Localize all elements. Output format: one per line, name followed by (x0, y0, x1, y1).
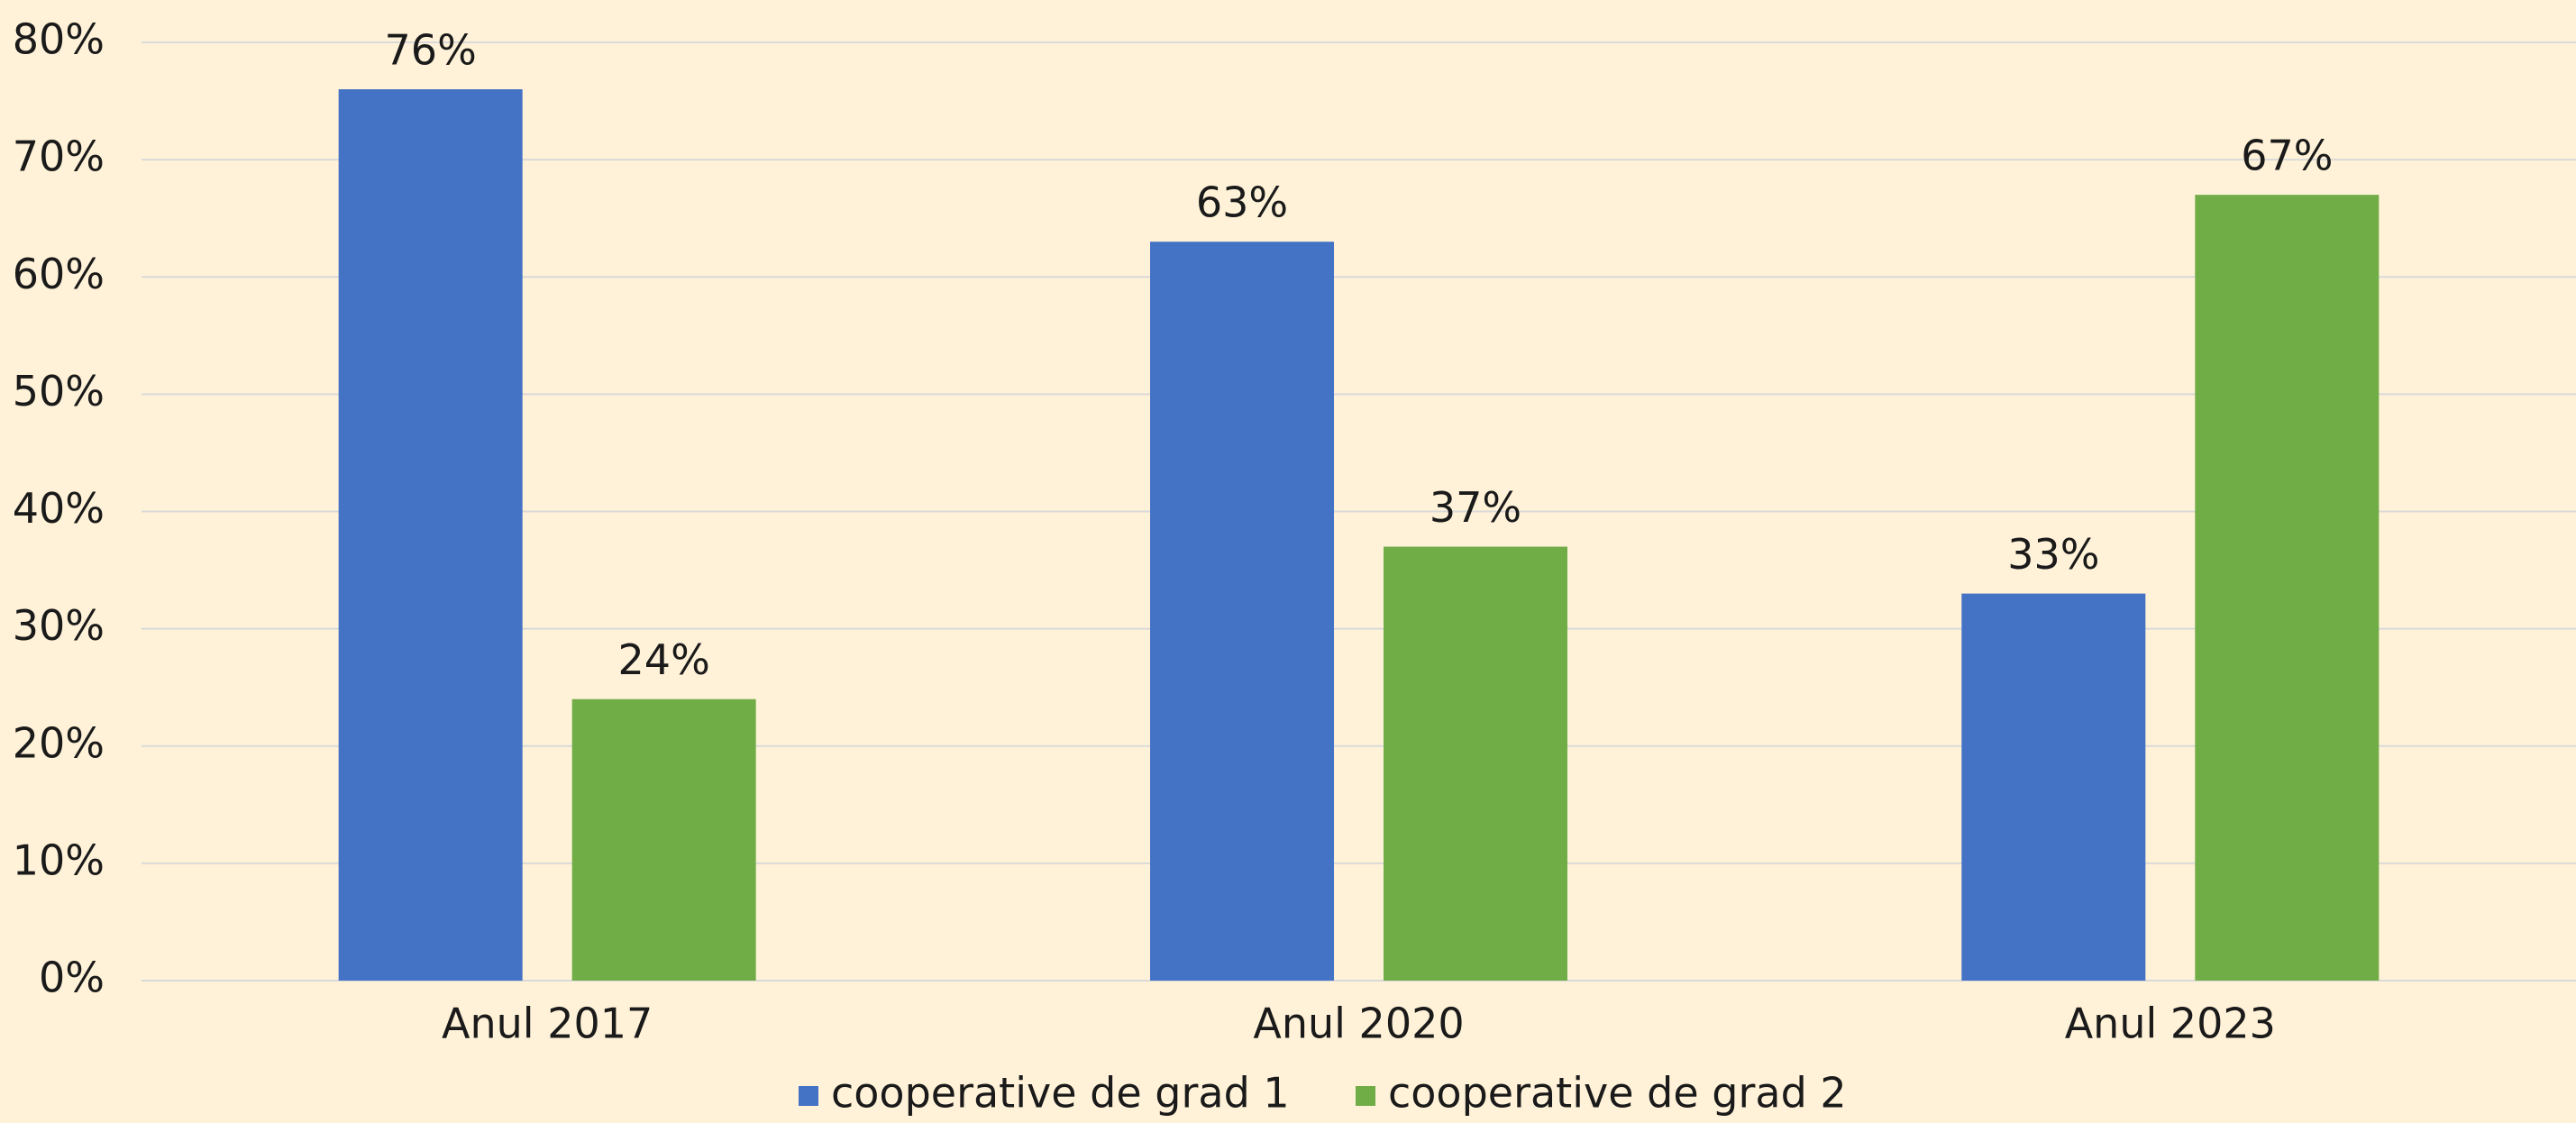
legend-swatch (799, 1086, 818, 1106)
data-label: 63% (1196, 178, 1288, 227)
y-tick-label: 10% (13, 835, 105, 884)
y-tick-label: 20% (13, 718, 105, 767)
data-label: 24% (618, 635, 710, 684)
data-label: 67% (2241, 132, 2333, 180)
bar (1384, 546, 1567, 981)
legend-label: cooperative de grad 2 (1388, 1069, 1847, 1118)
y-tick-label: 70% (13, 132, 105, 181)
x-tick-label: Anul 2023 (2065, 1000, 2276, 1048)
x-tick-label: Anul 2020 (1253, 1000, 1464, 1048)
y-tick-label: 50% (13, 367, 105, 415)
bar (2195, 195, 2380, 981)
legend-swatch (1356, 1086, 1375, 1106)
bar (1961, 593, 2146, 981)
data-label: 33% (2007, 530, 2099, 579)
x-tick-label: Anul 2017 (442, 1000, 653, 1048)
bar (338, 89, 523, 981)
bar (1150, 242, 1334, 981)
data-label: 37% (1430, 483, 1521, 532)
y-tick-label: 30% (13, 601, 105, 650)
bar (571, 698, 756, 981)
y-tick-label: 0% (39, 954, 105, 1002)
data-label: 76% (385, 26, 477, 75)
y-tick-label: 40% (13, 484, 105, 533)
y-tick-label: 80% (13, 15, 105, 64)
y-tick-label: 60% (13, 250, 105, 298)
legend-label: cooperative de grad 1 (831, 1069, 1290, 1118)
